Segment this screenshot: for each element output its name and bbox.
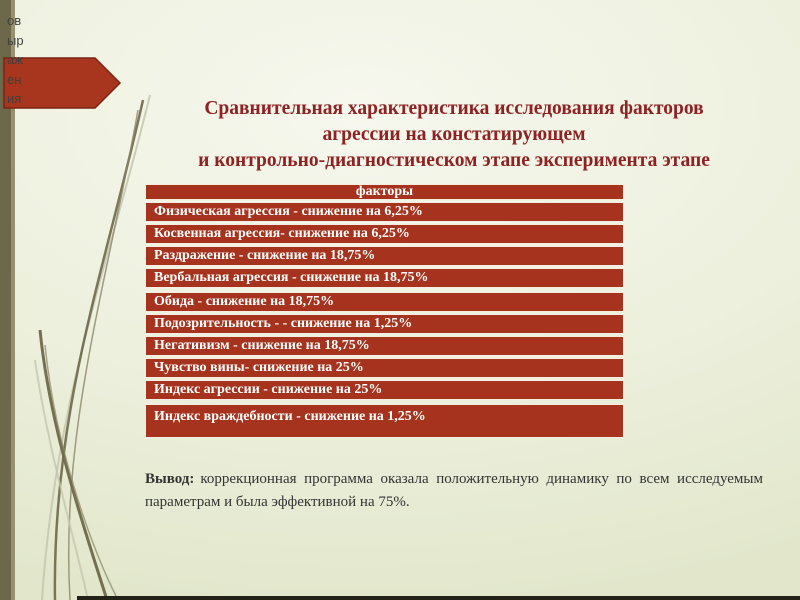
grass-curve (38, 329, 109, 600)
table-row: Чувство вины- снижение на 25% (145, 358, 624, 378)
bottom-strip (77, 596, 800, 600)
conclusion-body: коррекционная программа оказала положите… (145, 471, 763, 510)
left-accent-bar (0, 0, 15, 600)
conclusion-label: Вывод: (145, 471, 195, 487)
conclusion-text: Вывод: коррекционная программа оказала по… (145, 468, 763, 514)
slide-title-line: Сравнительная характеристика исследовани… (204, 98, 704, 119)
table-header-cell: факторы (145, 184, 624, 200)
table-row: Раздражение - снижение на 18,75% (145, 246, 624, 266)
grass-curve (53, 99, 145, 600)
table-rows: Физическая агрессия - снижение на 6,25% К… (145, 202, 624, 438)
table-row: Вербальная агрессия - снижение на 18,75% (145, 268, 624, 288)
grass-curve (44, 344, 119, 600)
slide-title: Сравнительная характеристика исследовани… (120, 96, 788, 174)
table-row: Индекс агрессии - снижение на 25% (145, 380, 624, 400)
clipped-text-block: ов ыр аж ен ия (7, 13, 24, 106)
table-row: Подозрительность - - снижение на 1,25% (145, 314, 624, 334)
grass-curve (67, 109, 139, 600)
slide-title-line: агрессии на констатирующем (322, 124, 586, 145)
grass-curve (34, 359, 89, 600)
slide-title-line: и контрольно-диагностическом этапе экспе… (198, 150, 710, 171)
table-row: Косвенная агрессия- снижение на 6,25% (145, 224, 624, 244)
table-row: Обида - снижение на 18,75% (145, 292, 624, 312)
table-row: Индекс враждебности - снижение на 1,25% (145, 404, 624, 438)
factors-table: факторы Физическая агрессия - снижение н… (145, 184, 624, 440)
table-row: Негативизм - снижение на 18,75% (145, 336, 624, 356)
table-row: Физическая агрессия - снижение на 6,25% (145, 202, 624, 222)
